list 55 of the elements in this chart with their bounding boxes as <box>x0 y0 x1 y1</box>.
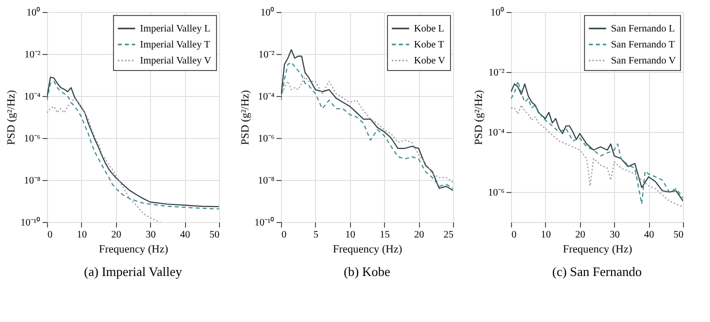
legend-label: Kobe V <box>414 56 446 66</box>
y-axis-title: PSD (g²/Hz) <box>6 90 18 145</box>
x-tick-label: 0 <box>512 230 516 240</box>
x-tick-label: 10 <box>540 230 551 240</box>
x-tick-label: 30 <box>610 230 620 240</box>
x-tick-label: 30 <box>146 230 156 240</box>
y-tick-label: 10⁻² <box>24 50 40 60</box>
x-tick-label: 20 <box>414 230 424 240</box>
y-tick-label: 10⁻⁸ <box>24 176 41 186</box>
y-tick-label: 10⁻⁶ <box>24 134 41 144</box>
x-tick-label: 25 <box>444 230 454 240</box>
line-series <box>511 104 683 208</box>
legend-label: San Fernando L <box>611 24 675 34</box>
x-axis-title: Frequency (Hz) <box>332 244 402 256</box>
legend-label: Imperial Valley V <box>140 56 212 66</box>
x-axis-title: Frequency (Hz) <box>98 244 168 256</box>
x-tick-label: 20 <box>575 230 586 240</box>
x-tick-label: 15 <box>380 230 390 240</box>
x-axis-title: Frequency (Hz) <box>562 244 632 256</box>
x-tick-label: 20 <box>111 230 122 240</box>
x-tick-label: 10 <box>345 230 356 240</box>
y-tick-label: 10⁰ <box>26 6 40 18</box>
y-axis-title: PSD (g²/Hz) <box>473 90 486 145</box>
y-tick-label: 10⁰ <box>490 6 504 18</box>
y-tick-label: 10⁻⁴ <box>258 92 275 102</box>
x-tick-label: 40 <box>644 230 654 240</box>
y-tick-label: 10⁻⁴ <box>24 92 41 102</box>
y-axis-title: PSD (g²/Hz) <box>240 90 252 145</box>
x-tick-label: 40 <box>180 230 190 240</box>
y-tick-label: 10⁻⁴ <box>488 128 505 138</box>
x-tick-label: 0 <box>282 230 286 240</box>
legend-label: San Fernando V <box>611 56 677 66</box>
line-series <box>281 76 453 183</box>
text: (a) Imperial Valley <box>84 264 182 279</box>
y-tick-label: 10⁻⁶ <box>488 188 505 198</box>
y-tick-label: 10⁰ <box>260 6 274 18</box>
y-tick-label: 10⁻⁸ <box>258 176 275 186</box>
x-tick-label: 50 <box>210 230 220 240</box>
y-tick-label: 10⁻² <box>488 68 504 78</box>
legend-label: San Fernando T <box>611 40 675 50</box>
y-tick-label: 10⁻² <box>258 50 274 60</box>
x-tick-label: 0 <box>48 230 52 240</box>
legend-label: Kobe L <box>414 24 444 34</box>
legend-label: Kobe T <box>414 40 444 50</box>
y-tick-label: 10⁻¹⁰ <box>20 216 40 228</box>
x-tick-label: 5 <box>313 230 318 240</box>
legend-label: Imperial Valley L <box>140 24 210 34</box>
x-tick-label: 50 <box>674 230 684 240</box>
y-tick-label: 10⁻¹⁰ <box>254 216 274 228</box>
text: (c) San Fernando <box>552 264 642 279</box>
x-tick-label: 10 <box>76 230 87 240</box>
text: (b) Kobe <box>344 264 391 279</box>
legend-label: Imperial Valley T <box>140 40 210 50</box>
y-tick-label: 10⁻⁶ <box>258 134 275 144</box>
line-series <box>47 98 162 222</box>
